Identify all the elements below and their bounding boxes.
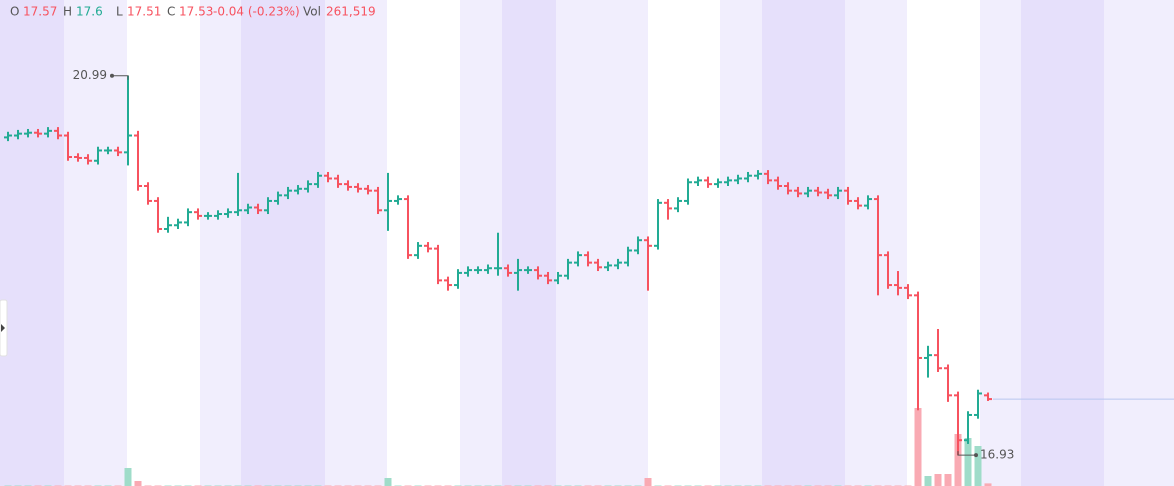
band (502, 0, 556, 486)
band (64, 0, 127, 486)
volume-bar (964, 438, 972, 486)
low-label: L (116, 5, 123, 19)
side-tab[interactable] (0, 299, 8, 357)
volume-bar (974, 446, 982, 486)
high-dot (110, 73, 114, 78)
low-dot (974, 453, 978, 458)
band (762, 0, 845, 486)
high-label: H (63, 5, 72, 19)
volume-value: 261,519 (326, 5, 376, 19)
open-value: 17.57 (23, 5, 57, 19)
low-value: 17.51 (127, 5, 161, 19)
volume-bar (944, 474, 952, 486)
ohlc-header: O 17.57 H 17.6 L 17.51 C 17.53 -0.04 (-0… (10, 5, 376, 19)
volume-bar (924, 476, 932, 486)
change: -0.04 (-0.23%) (213, 5, 300, 19)
volume-bar (934, 474, 942, 486)
volume-bar (124, 468, 132, 486)
low-leader (957, 451, 976, 456)
close-value: 17.53 (179, 5, 213, 19)
volume-bar (914, 408, 922, 486)
band (845, 0, 907, 486)
band (556, 0, 648, 486)
band (460, 0, 502, 486)
band (1021, 0, 1104, 486)
volume-bar (984, 483, 992, 486)
high-value: 17.6 (76, 5, 103, 19)
close-label: C (167, 5, 175, 19)
plot: 20.99 16.93 (4, 68, 1174, 486)
band (0, 0, 64, 486)
band (200, 0, 241, 486)
band (325, 0, 387, 486)
band (720, 0, 762, 486)
volume-bar (384, 478, 392, 486)
volume-label: Vol (303, 5, 321, 19)
volume-bar (134, 481, 142, 486)
high-leader (112, 75, 129, 80)
band (241, 0, 325, 486)
low-annotation: 16.93 (980, 448, 1014, 462)
volume-bar (644, 478, 652, 486)
band (980, 0, 1021, 486)
band (1104, 0, 1174, 486)
open-label: O (10, 5, 19, 19)
tab-arrow (1, 324, 5, 332)
high-annotation: 20.99 (73, 68, 107, 82)
volume-bar (954, 434, 962, 486)
